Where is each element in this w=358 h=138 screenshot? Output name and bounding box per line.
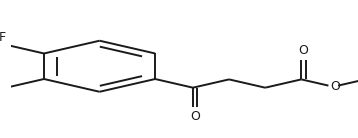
Text: F: F bbox=[0, 31, 6, 44]
Text: O: O bbox=[190, 110, 200, 123]
Text: O: O bbox=[299, 44, 308, 58]
Text: O: O bbox=[330, 80, 340, 93]
